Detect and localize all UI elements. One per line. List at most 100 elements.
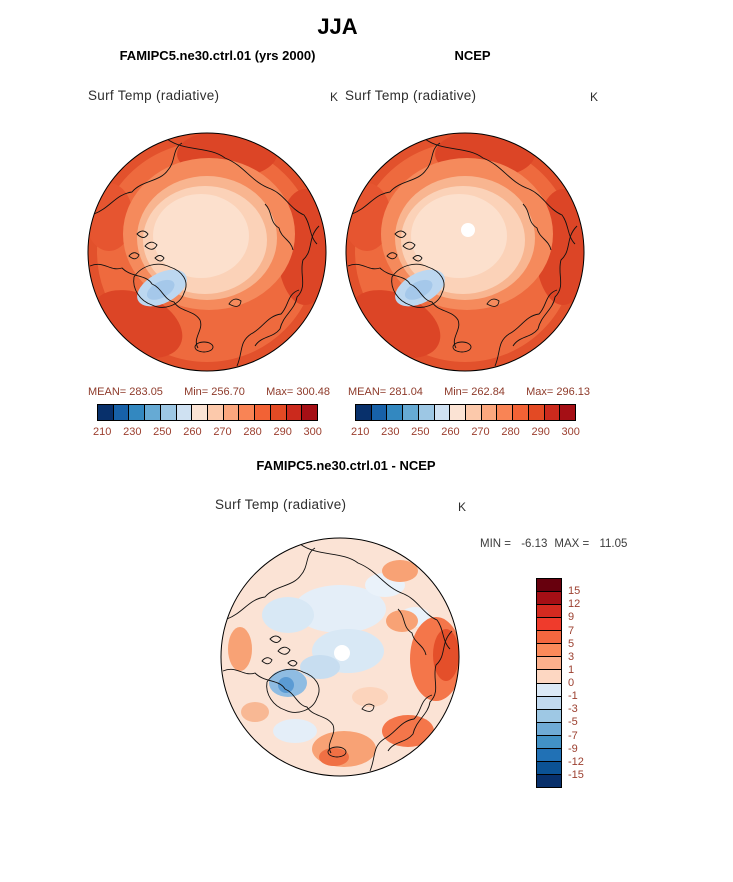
colorbar-cell [386, 405, 403, 420]
colorbar-cell [238, 405, 255, 420]
colorbar-tick-label: -1 [568, 690, 578, 703]
colorbar-tick-label: -15 [568, 768, 584, 781]
colorbar-cell [537, 604, 561, 618]
colorbar-cell [537, 695, 561, 709]
colorbar-tick-label: 12 [568, 598, 581, 611]
obs-units-label: K [590, 90, 599, 104]
colorbar-tick-label: 280 [501, 426, 520, 438]
colorbar-tick-label: -3 [568, 703, 578, 716]
colorbar-cell [433, 405, 450, 420]
colorbar-cell [98, 405, 113, 420]
obs-map-pole-hole [461, 223, 475, 237]
obs-header: NCEP [454, 48, 491, 63]
model-min-value: 256.70 [211, 386, 245, 398]
colorbar-cell [285, 405, 302, 420]
colorbar-cell [159, 405, 176, 420]
colorbar-cell [144, 405, 160, 420]
colorbar-cell [537, 591, 561, 605]
colorbar-tick-label: 300 [561, 426, 580, 438]
diff-min-value: -6.13 [521, 538, 548, 550]
colorbar-tick-label: 9 [568, 611, 575, 624]
diff-units-label: K [458, 500, 467, 514]
model-colorbar [97, 404, 318, 421]
model-polar-map [87, 132, 327, 372]
colorbar-cell [537, 734, 561, 748]
obs-max-stat: Max= 296.13 [526, 386, 590, 398]
colorbar-cell [537, 760, 561, 774]
colorbar-tick-label: 3 [568, 650, 575, 663]
colorbar-cell [254, 405, 270, 420]
diff-header: FAMIPC5.ne30.ctrl.01 - NCEP [256, 458, 436, 473]
model-mean-value: 283.05 [129, 386, 163, 398]
colorbar-cell [496, 405, 513, 420]
obs-map-border [345, 132, 585, 372]
colorbar-cell [543, 405, 560, 420]
obs-max-value: 296.13 [556, 386, 590, 398]
colorbar-cell [537, 682, 561, 696]
colorbar-cell [356, 405, 371, 420]
colorbar-cell [480, 405, 497, 420]
colorbar-tick-label: 5 [568, 637, 575, 650]
colorbar-tick-label: -9 [568, 742, 578, 755]
obs-max-label: Max= [526, 386, 554, 398]
model-header: FAMIPC5.ne30.ctrl.01 (yrs 2000) [119, 48, 316, 63]
obs-colorbar-ticks: 210 230 250 260 270 280 290 300 [351, 426, 580, 438]
colorbar-cell [370, 405, 387, 420]
colorbar-cell [537, 630, 561, 644]
colorbar-tick-label: 7 [568, 624, 575, 637]
colorbar-tick-label: 280 [243, 426, 262, 438]
obs-colorbar [355, 404, 576, 421]
colorbar-cell [537, 617, 561, 631]
season-title: JJA [317, 14, 358, 39]
colorbar-tick-label: 1 [568, 663, 575, 676]
model-subtitle: Surf Temp (radiative) [88, 88, 220, 103]
model-min-label: Min= [184, 386, 209, 398]
colorbar-cell [537, 669, 561, 683]
colorbar-cell [175, 405, 192, 420]
colorbar-tick-label: 230 [381, 426, 400, 438]
colorbar-tick-label: 230 [123, 426, 142, 438]
diff-subtitle: Surf Temp (radiative) [215, 497, 347, 512]
colorbar-tick-label: 210 [93, 426, 112, 438]
obs-mean-label: MEAN= [348, 386, 387, 398]
colorbar-tick-label: 270 [471, 426, 490, 438]
colorbar-tick-label: 290 [531, 426, 550, 438]
colorbar-tick-label: -7 [568, 729, 578, 742]
colorbar-cell [112, 405, 129, 420]
obs-mean-value: 281.04 [389, 386, 423, 398]
colorbar-tick-label: 260 [183, 426, 202, 438]
model-colorbar-ticks: 210 230 250 260 270 280 290 300 [93, 426, 322, 438]
colorbar-tick-label: 15 [568, 585, 581, 598]
colorbar-cell [527, 405, 544, 420]
colorbar-tick-label: 290 [273, 426, 292, 438]
colorbar-cell [402, 405, 418, 420]
obs-min-stat: Min= 262.84 [444, 386, 505, 398]
colorbar-cell [559, 405, 576, 420]
diff-colorbar-ticks: 15 12 9 7 5 3 1 0 -1 -3 -5 -7 -9 -12 -15 [568, 578, 602, 788]
colorbar-tick-label: 250 [153, 426, 172, 438]
colorbar-tick-label: 0 [568, 677, 575, 689]
colorbar-cell [537, 747, 561, 761]
colorbar-tick-label: -5 [568, 716, 578, 729]
model-mean-stat: MEAN= 283.05 [88, 386, 163, 398]
obs-min-label: Min= [444, 386, 469, 398]
colorbar-cell [512, 405, 528, 420]
model-stats: MEAN= 283.05 Min= 256.70 Max= 300.48 [88, 386, 330, 398]
obs-polar-map [345, 132, 585, 372]
colorbar-cell [465, 405, 481, 420]
colorbar-cell [537, 579, 561, 592]
diff-map-border [220, 537, 460, 777]
colorbar-tick-label: 210 [351, 426, 370, 438]
obs-stats: MEAN= 281.04 Min= 262.84 Max= 296.13 [348, 386, 590, 398]
diff-min-label: MIN = [480, 538, 515, 550]
colorbar-cell [191, 405, 208, 420]
obs-mean-stat: MEAN= 281.04 [348, 386, 423, 398]
colorbar-cell [222, 405, 239, 420]
colorbar-tick-label: 300 [303, 426, 322, 438]
obs-min-value: 262.84 [471, 386, 505, 398]
colorbar-cell [128, 405, 145, 420]
colorbar-cell [301, 405, 318, 420]
colorbar-cell [417, 405, 434, 420]
colorbar-cell [269, 405, 286, 420]
diff-max-value: 11.05 [599, 538, 628, 550]
